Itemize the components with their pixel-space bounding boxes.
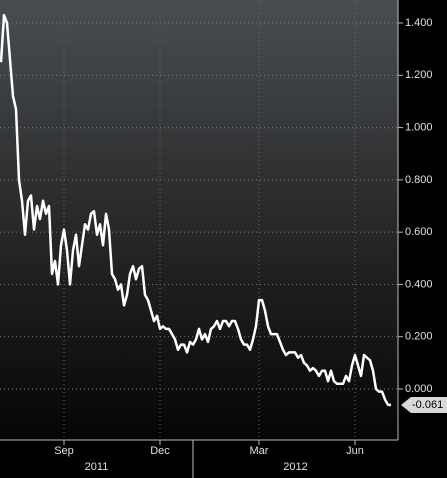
x-tick-label: Sep bbox=[54, 445, 74, 457]
year-label: 2012 bbox=[283, 461, 307, 473]
x-tick-label: Dec bbox=[150, 445, 170, 457]
year-label: 2011 bbox=[85, 461, 109, 473]
last-value-tag bbox=[401, 396, 447, 413]
x-tick-label: Jun bbox=[346, 445, 364, 457]
line bbox=[0, 13, 392, 407]
y-tick-label: 0.600 bbox=[405, 226, 433, 238]
y-tick-label: 0.200 bbox=[405, 331, 433, 343]
y-tick-label: 0.400 bbox=[405, 278, 433, 290]
last-value-label: -0.061 bbox=[412, 399, 443, 411]
y-tick-label: 1.200 bbox=[405, 69, 433, 81]
y-tick-label: 0.000 bbox=[405, 383, 433, 395]
y-tick-label: 1.400 bbox=[405, 17, 433, 29]
y-tick-label: 1.000 bbox=[405, 121, 433, 133]
x-tick-label: Mar bbox=[250, 445, 269, 457]
plot-background bbox=[0, 0, 398, 440]
y-tick-label: 0.800 bbox=[405, 174, 433, 186]
